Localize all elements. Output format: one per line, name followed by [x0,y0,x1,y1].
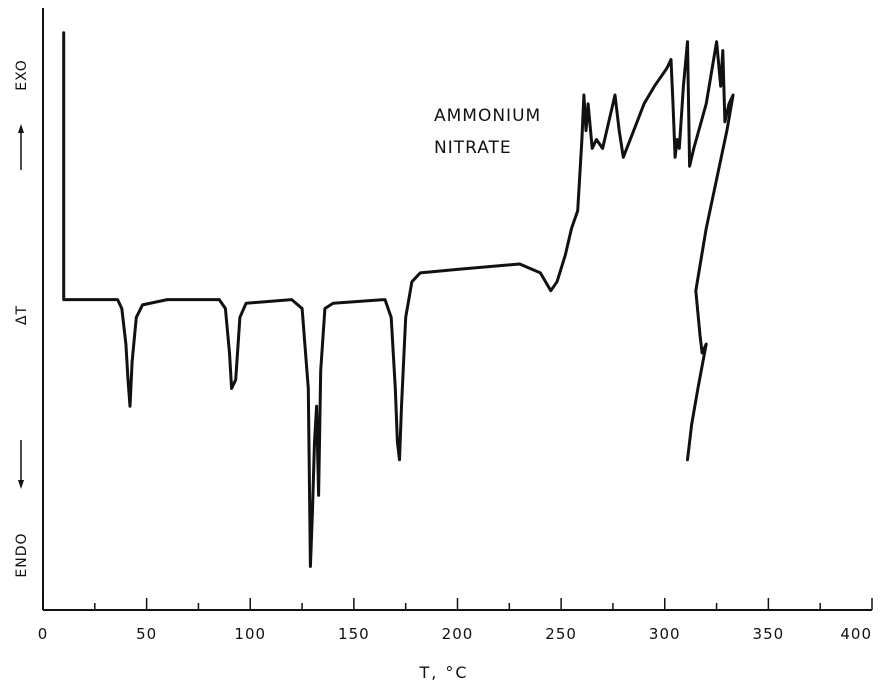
axis-lines [42,8,872,611]
arrow-down-icon [18,440,24,489]
x-tick-labels: 0 50 100 150 200 250 300 350 400 [38,625,872,643]
annotation-line-1: AMMONIUM [434,106,541,126]
y-axis-side-labels: EXO ΔT ENDO [14,59,30,577]
x-tick-label: 350 [753,625,785,643]
x-tick-label: 50 [136,625,157,643]
dta-curve [62,31,735,568]
x-tick-label: 200 [442,625,474,643]
x-ticks [42,598,873,610]
x-axis-title: T, °C [418,663,468,682]
x-tick-label: 250 [545,625,577,643]
exo-label: EXO [14,59,30,91]
annotation-line-2: NITRATE [434,138,512,158]
x-tick-label: 400 [840,625,872,643]
x-tick-label: 0 [38,625,49,643]
x-tick-label: 300 [649,625,681,643]
x-tick-label: 100 [234,625,266,643]
arrow-up-icon [18,124,24,170]
endo-label: ENDO [14,532,30,577]
x-tick-label: 150 [338,625,370,643]
delta-t-label: ΔT [14,305,30,325]
